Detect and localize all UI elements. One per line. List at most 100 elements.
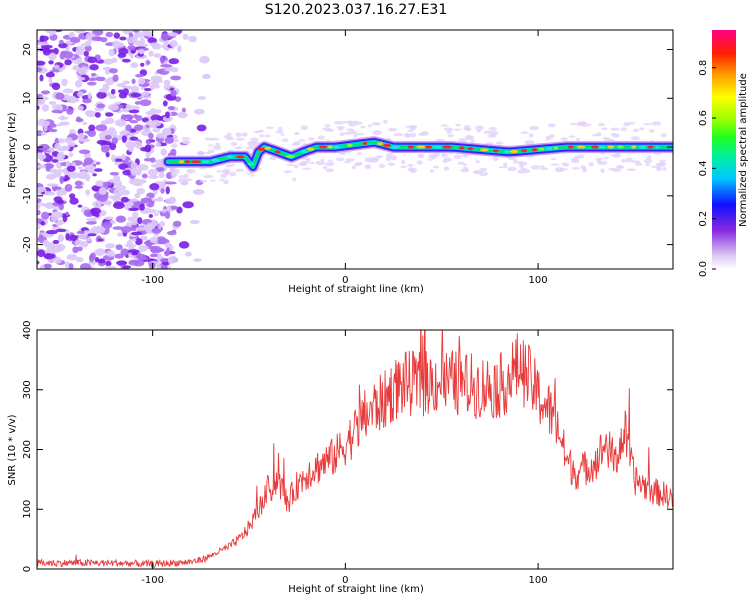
halo-blob bbox=[324, 124, 331, 128]
halo-blob bbox=[492, 156, 499, 162]
halo-blob bbox=[229, 171, 237, 177]
halo-blob bbox=[550, 158, 557, 161]
noise-blob bbox=[155, 142, 162, 147]
noise-blob bbox=[59, 39, 64, 45]
noise-blob bbox=[160, 148, 168, 156]
noise-blob bbox=[199, 55, 210, 64]
noise-blob bbox=[104, 265, 117, 269]
ridge-hotspot bbox=[504, 150, 510, 154]
halo-blob bbox=[550, 163, 560, 166]
noise-blob bbox=[64, 183, 73, 192]
halo-blob bbox=[610, 127, 620, 131]
noise-blob bbox=[178, 241, 190, 249]
halo-blob bbox=[386, 152, 393, 158]
noise-blob bbox=[164, 136, 175, 144]
noise-blob bbox=[148, 262, 156, 269]
noise-blob bbox=[39, 35, 49, 42]
halo-blob bbox=[393, 133, 404, 137]
noise-blob bbox=[160, 258, 170, 263]
noise-blob bbox=[57, 234, 65, 242]
noise-blob bbox=[134, 73, 144, 78]
halo-blob bbox=[429, 169, 435, 173]
spectrogram-xtick-label: -100 bbox=[141, 275, 164, 286]
halo-blob bbox=[339, 132, 345, 137]
halo-blob bbox=[597, 160, 608, 166]
snr-xtick-label: 0 bbox=[342, 575, 348, 586]
snr-xtick-label: -100 bbox=[141, 575, 164, 586]
halo-blob bbox=[334, 120, 344, 125]
noise-blob bbox=[43, 120, 50, 127]
noise-blob bbox=[113, 32, 121, 39]
noise-blob bbox=[58, 138, 66, 144]
halo-blob bbox=[462, 166, 469, 172]
halo-blob bbox=[182, 141, 190, 144]
noise-blob bbox=[177, 111, 188, 119]
noise-blob bbox=[164, 67, 173, 72]
noise-blob bbox=[166, 32, 179, 37]
noise-blob bbox=[94, 256, 100, 263]
ridge-hotspot bbox=[377, 142, 384, 146]
halo-blob bbox=[453, 154, 462, 160]
noise-blob bbox=[43, 124, 49, 132]
noise-blob bbox=[121, 134, 127, 143]
halo-blob bbox=[224, 136, 234, 139]
noise-blob bbox=[201, 73, 212, 79]
noise-blob bbox=[147, 37, 157, 44]
noise-blob bbox=[98, 258, 106, 264]
halo-blob bbox=[223, 179, 229, 185]
noise-blob bbox=[67, 171, 80, 179]
halo-blob bbox=[634, 162, 643, 167]
noise-blob bbox=[164, 211, 171, 219]
noise-blob bbox=[182, 201, 194, 209]
noise-blob bbox=[110, 129, 117, 137]
noise-blob bbox=[102, 83, 110, 91]
halo-blob bbox=[173, 168, 180, 173]
noise-blob bbox=[45, 229, 58, 235]
noise-blob bbox=[160, 265, 168, 269]
noise-blob bbox=[130, 168, 139, 176]
halo-blob bbox=[293, 141, 300, 144]
noise-blob bbox=[68, 152, 74, 158]
noise-blob bbox=[129, 53, 134, 59]
ridge-hotspot bbox=[631, 145, 637, 149]
noise-blob bbox=[66, 95, 78, 104]
snr-ytick-label: 100 bbox=[22, 500, 33, 519]
noise-blob bbox=[172, 220, 182, 227]
halo-blob bbox=[560, 137, 568, 141]
noise-blob bbox=[38, 118, 46, 123]
halo-blob bbox=[621, 158, 626, 163]
spectrogram-ytick-label: -20 bbox=[22, 236, 33, 252]
halo-blob bbox=[241, 132, 248, 137]
noise-blob bbox=[125, 124, 132, 132]
halo-blob bbox=[204, 137, 212, 141]
noise-blob bbox=[37, 186, 47, 193]
halo-blob bbox=[301, 160, 310, 164]
halo-blob bbox=[579, 122, 587, 127]
halo-blob bbox=[410, 124, 418, 130]
noise-blob bbox=[102, 221, 113, 229]
noise-blob bbox=[74, 30, 86, 34]
noise-blob bbox=[138, 245, 148, 253]
ridge-hotspot bbox=[346, 143, 353, 147]
noise-blob bbox=[94, 212, 100, 218]
noise-blob bbox=[151, 227, 162, 234]
halo-blob bbox=[371, 122, 381, 126]
noise-blob bbox=[128, 109, 140, 114]
halo-blob bbox=[495, 141, 504, 145]
noise-blob bbox=[77, 132, 85, 141]
halo-blob bbox=[367, 124, 372, 128]
noise-blob bbox=[155, 109, 162, 114]
halo-blob bbox=[186, 169, 192, 174]
noise-blob bbox=[129, 136, 139, 141]
ridge-hotspot bbox=[458, 146, 465, 150]
noise-blob bbox=[45, 72, 55, 78]
noise-blob bbox=[115, 215, 127, 223]
halo-blob bbox=[226, 132, 232, 138]
noise-blob bbox=[147, 31, 153, 38]
halo-blob bbox=[210, 179, 216, 182]
noise-blob bbox=[107, 104, 119, 111]
noise-blob bbox=[38, 234, 43, 240]
noise-blob bbox=[97, 238, 104, 242]
noise-blob bbox=[89, 252, 96, 261]
